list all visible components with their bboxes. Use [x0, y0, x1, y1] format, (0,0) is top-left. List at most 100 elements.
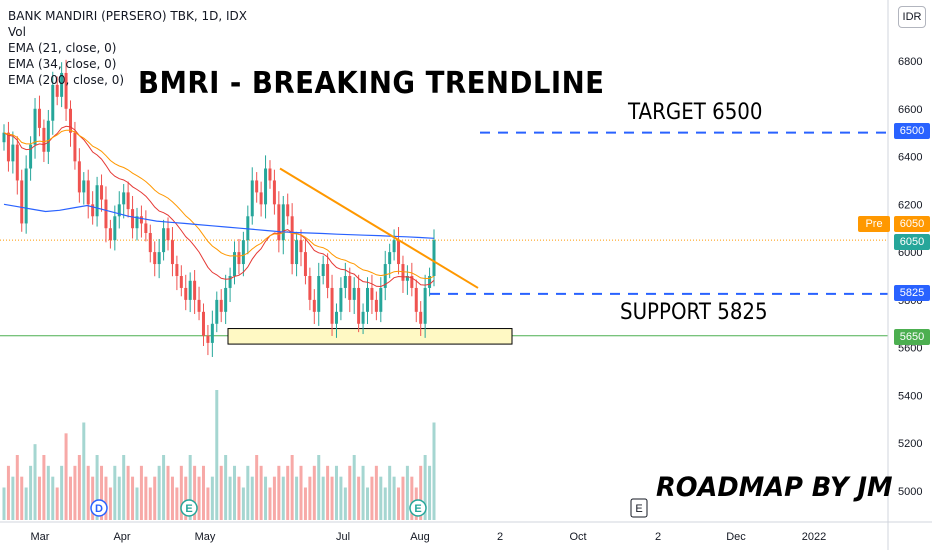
candle-body [392, 240, 396, 253]
volume-bar [255, 455, 259, 520]
candle-body [281, 204, 285, 241]
future-earnings-marker [630, 498, 648, 518]
volume-bar [401, 476, 405, 520]
volume-bar [361, 465, 365, 520]
volume-bar [366, 487, 370, 520]
candles [2, 59, 436, 357]
candle-body [286, 204, 290, 217]
x-tick-label: May [195, 531, 216, 543]
candle-body [29, 144, 33, 169]
volume-bar [33, 444, 37, 520]
price-levels [0, 131, 888, 345]
volume-bar [201, 465, 205, 520]
candle-body [246, 216, 250, 241]
volume-bar [343, 487, 347, 520]
candle-body [237, 252, 241, 265]
volume-bar [383, 487, 387, 520]
candle-body [108, 228, 112, 241]
volume-bar [117, 476, 121, 520]
candle-body [295, 240, 299, 265]
volume-bar [51, 476, 55, 520]
volume-bar [179, 465, 183, 520]
volume-bar [277, 465, 281, 520]
volume-bar [184, 476, 188, 520]
x-tick-label: 2 [497, 531, 503, 543]
candle-body [423, 287, 427, 324]
volume-bar [379, 476, 383, 520]
volume-bar [82, 422, 86, 520]
legend-ema200[interactable]: EMA (200, close, 0) [8, 73, 125, 87]
headline-annotation[interactable]: BMRI - BREAKING TRENDLINE [138, 66, 605, 101]
candle-body [401, 264, 405, 281]
candle-body [197, 299, 201, 312]
volume-bar [259, 465, 263, 520]
volume-bar [264, 476, 268, 520]
candle-body [343, 276, 347, 288]
volume-bar [100, 465, 104, 520]
candle-body [383, 264, 387, 288]
currency-selector[interactable]: IDR [898, 6, 926, 28]
legend-ema34[interactable]: EMA (34, close, 0) [8, 57, 117, 71]
volume-bar [286, 465, 290, 520]
candle-body [131, 209, 135, 229]
volume-bar [299, 465, 303, 520]
candle-body [51, 84, 55, 121]
candle-body [290, 216, 294, 265]
candle-body [42, 127, 46, 152]
candle-body [20, 180, 24, 224]
y-tick-label: 6400 [898, 152, 922, 164]
volume-bar [224, 455, 228, 520]
candle-body [184, 287, 188, 300]
target-annotation[interactable]: TARGET 6500 [628, 100, 763, 125]
support-zone-box [227, 328, 513, 345]
y-tick-label: 5000 [898, 486, 922, 498]
volume-bar [281, 476, 285, 520]
x-tick-label: Dec [726, 531, 746, 543]
volume-bar [64, 433, 68, 520]
volume-bar [55, 487, 59, 520]
volume-bar [11, 476, 15, 520]
candle-body [46, 120, 50, 152]
volume-bar [233, 465, 237, 520]
candle-body [277, 204, 281, 241]
volume-bar [308, 476, 312, 520]
volume-bar [419, 465, 423, 520]
candle-body [68, 108, 72, 133]
volume-bar [113, 465, 117, 520]
candle-body [303, 252, 307, 276]
support-annotation[interactable]: SUPPORT 5825 [620, 300, 768, 325]
legend-symbol[interactable]: BANK MANDIRI (PERSERO) TBK, 1D, IDX [8, 9, 247, 23]
volume-bar [131, 476, 135, 520]
candle-body [379, 287, 383, 312]
candle-body [144, 223, 148, 233]
volume-bar [339, 476, 343, 520]
volume-bar [215, 390, 219, 520]
candle-body [86, 180, 90, 205]
legend-volume[interactable]: Vol [8, 25, 26, 39]
volume-bar [175, 487, 179, 520]
ema200-line [3, 203, 435, 239]
candle-body [357, 287, 361, 324]
y-tick-label: 5400 [898, 390, 922, 402]
last-price-tag: 6050 [894, 234, 930, 250]
volume-bar [432, 422, 436, 520]
candle-body [201, 311, 205, 336]
volume-bar [250, 476, 254, 520]
roadmap-annotation[interactable]: ROADMAP BY JM [656, 472, 893, 503]
volume-bar [139, 465, 143, 520]
volume-bar [228, 476, 232, 520]
legend-ema21[interactable]: EMA (21, close, 0) [8, 41, 117, 55]
volume-bar [237, 476, 241, 520]
target-price-tag: 6500 [894, 123, 930, 139]
candle-body [339, 287, 343, 312]
volume-bar [374, 465, 378, 520]
volume-bar [6, 465, 10, 520]
volume-bar [423, 455, 427, 520]
candle-body [268, 168, 272, 181]
candle-body [388, 252, 392, 265]
earnings-marker-label: E [414, 503, 421, 515]
candle-body [6, 132, 10, 162]
candle-body [24, 168, 28, 224]
volume-bar [157, 465, 161, 520]
